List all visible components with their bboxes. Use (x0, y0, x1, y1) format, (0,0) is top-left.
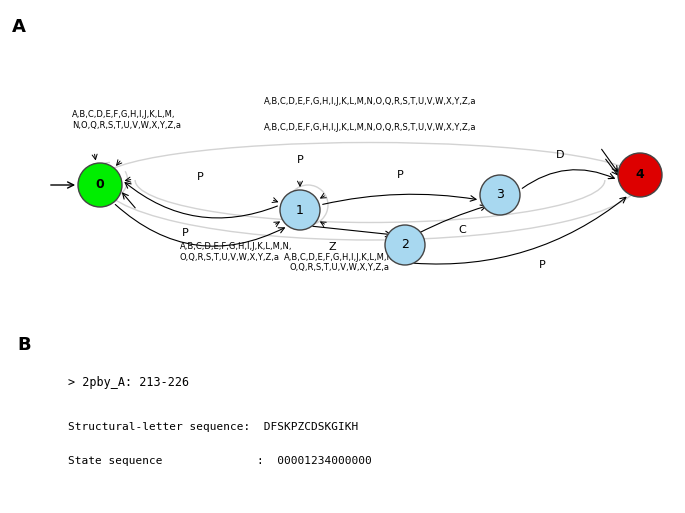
Circle shape (78, 163, 122, 207)
Text: A,B,C,D,E,F,G,H,I,J,K,L,M,N,O,Q,R,S,T,U,V,W,X,Y,Z,a: A,B,C,D,E,F,G,H,I,J,K,L,M,N,O,Q,R,S,T,U,… (264, 123, 476, 132)
Text: > 2pby_A: 213-226: > 2pby_A: 213-226 (68, 377, 190, 389)
Text: A,B,C,D,E,F,G,H,I,J,K,L,M,
N,O,Q,R,S,T,U,V,W,X,Y,Z,a: A,B,C,D,E,F,G,H,I,J,K,L,M, N,O,Q,R,S,T,U… (72, 110, 181, 130)
Circle shape (280, 190, 320, 230)
Text: State sequence              :  00001234000000: State sequence : 00001234000000 (68, 456, 372, 466)
Text: A: A (12, 18, 26, 36)
Text: P: P (297, 155, 303, 165)
Text: 0: 0 (96, 179, 104, 191)
Text: P: P (182, 227, 188, 238)
Circle shape (480, 175, 520, 215)
Text: 3: 3 (496, 188, 504, 202)
Circle shape (618, 153, 662, 197)
Text: D: D (556, 150, 564, 160)
Text: Z: Z (329, 243, 336, 252)
Text: Structural-letter sequence:  DFSKPZCDSKGIKH: Structural-letter sequence: DFSKPZCDSKGI… (68, 422, 359, 432)
Text: 2: 2 (401, 239, 409, 251)
Text: A,B,C,D,E,F,G,H,I,J,K,L,M,N,
O,Q,R,S,T,U,V,W,X,Y,Z,a: A,B,C,D,E,F,G,H,I,J,K,L,M,N, O,Q,R,S,T,U… (180, 242, 292, 262)
Text: 1: 1 (296, 204, 304, 216)
Text: P: P (539, 260, 546, 270)
Text: A,B,C,D,E,F,G,H,I,J,K,L,M,N,O,Q,R,S,T,U,V,W,X,Y,Z,a: A,B,C,D,E,F,G,H,I,J,K,L,M,N,O,Q,R,S,T,U,… (264, 97, 476, 107)
Circle shape (385, 225, 425, 265)
Text: A,B,C,D,E,F,G,H,I,J,K,L,M,N,
O,Q,R,S,T,U,V,W,X,Y,Z,a: A,B,C,D,E,F,G,H,I,J,K,L,M,N, O,Q,R,S,T,U… (284, 253, 396, 272)
Text: B: B (17, 337, 31, 354)
Text: P: P (397, 169, 403, 180)
Text: C: C (459, 225, 466, 235)
Text: P: P (197, 172, 203, 183)
Text: 4: 4 (636, 168, 645, 182)
